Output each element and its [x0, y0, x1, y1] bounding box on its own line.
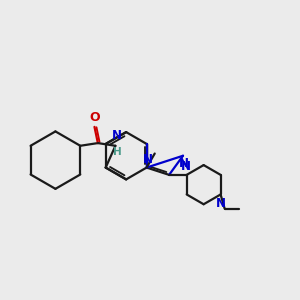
Text: N: N: [143, 152, 153, 166]
Text: N: N: [179, 157, 189, 170]
Text: N: N: [216, 197, 226, 210]
Text: N: N: [112, 129, 122, 142]
Text: N: N: [181, 160, 191, 172]
Text: O: O: [89, 112, 100, 124]
Text: H: H: [113, 148, 122, 158]
